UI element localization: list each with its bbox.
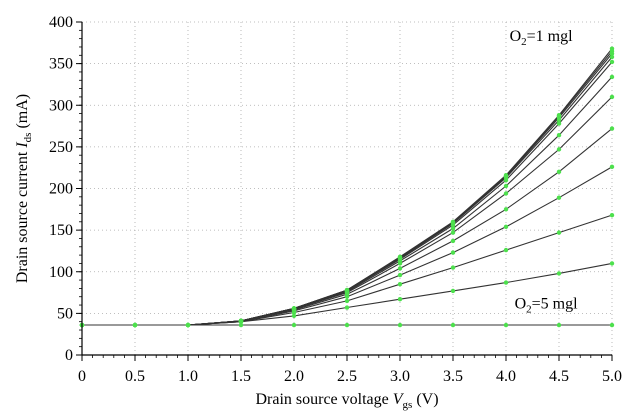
data-point	[450, 250, 456, 255]
series-line-5	[82, 61, 613, 326]
data-point	[609, 164, 615, 170]
data-point	[291, 313, 297, 319]
y-tick-label: 250	[49, 139, 73, 156]
data-point	[556, 195, 562, 200]
data-point	[556, 133, 562, 138]
y-axis-title: Drain source current Ids (mA)	[14, 94, 34, 283]
data-point	[450, 222, 456, 228]
data-point	[397, 261, 403, 266]
data-point	[556, 121, 562, 126]
x-axis-title: Drain source voltage Vgs (V)	[255, 391, 438, 411]
x-tick-label: 0	[78, 368, 86, 385]
data-point	[609, 212, 615, 218]
data-point	[609, 74, 615, 80]
data-point	[450, 288, 456, 294]
data-point	[503, 183, 509, 189]
y-tick-label: 300	[49, 97, 73, 114]
x-tick-label: 4.5	[549, 368, 569, 385]
data-point	[503, 224, 509, 229]
data-point	[397, 282, 403, 287]
data-point	[450, 230, 456, 235]
data-point	[556, 230, 562, 235]
data-point	[609, 261, 615, 266]
x-tick-label: 1.0	[178, 368, 198, 385]
data-point	[609, 51, 615, 56]
data-point	[450, 238, 456, 244]
ticks: 0 0.5 1.0 1.5 2.0 2.5 3.0 3.5 4.0 4.5 5.0 0 50 100 150…	[49, 14, 622, 385]
y-tick-label: 100	[49, 264, 73, 281]
data-point	[450, 226, 456, 231]
grid	[82, 21, 613, 355]
annotation-o2-1mgl: O2=1 mgl	[510, 28, 574, 48]
data-point	[450, 265, 456, 270]
y-tick-label: 200	[49, 181, 73, 198]
data-point	[397, 272, 403, 278]
x-tick-label: 4.0	[496, 368, 516, 385]
y-tick-label: 50	[57, 305, 73, 322]
data-point	[609, 59, 615, 65]
x-tick-label: 3.0	[390, 368, 410, 385]
y-tick-label: 400	[49, 14, 73, 31]
data-point	[397, 322, 403, 328]
y-tick-label: 150	[49, 222, 73, 239]
data-point	[185, 322, 191, 328]
series-line-2	[82, 50, 613, 326]
data-point	[397, 297, 403, 302]
x-tick-label: 1.5	[231, 368, 251, 385]
data-point	[556, 118, 562, 123]
data-point	[609, 322, 615, 328]
annotation-o2-5mgl: O2=5 mgl	[515, 295, 579, 315]
data-point	[291, 310, 297, 315]
data-point	[556, 271, 562, 276]
data-point	[291, 322, 297, 328]
x-tick-label: 2.5	[337, 368, 357, 385]
data-point	[344, 294, 350, 299]
data-point	[503, 177, 509, 183]
data-point	[609, 126, 615, 131]
series-markers	[79, 46, 615, 328]
data-point	[238, 319, 244, 324]
y-tick-label: 350	[49, 56, 73, 73]
data-point	[503, 322, 509, 328]
data-point	[344, 305, 350, 310]
x-tick-label: 2.0	[284, 368, 304, 385]
data-point	[609, 54, 615, 60]
data-point	[344, 298, 350, 304]
x-tick-label: 3.5	[443, 368, 463, 385]
data-point	[556, 322, 562, 328]
data-point	[503, 247, 509, 253]
data-point	[609, 94, 615, 100]
data-point	[344, 322, 350, 328]
data-point	[397, 266, 403, 271]
data-point	[556, 169, 562, 175]
x-tick-label: 0.5	[125, 368, 145, 385]
data-point	[503, 207, 509, 212]
y-tick-label: 0	[65, 347, 73, 364]
data-point	[450, 322, 456, 328]
data-point	[556, 147, 562, 152]
data-point	[132, 322, 138, 328]
data-point	[238, 322, 244, 328]
x-tick-label: 5.0	[602, 368, 622, 385]
data-point	[503, 280, 509, 285]
data-point	[503, 191, 509, 196]
